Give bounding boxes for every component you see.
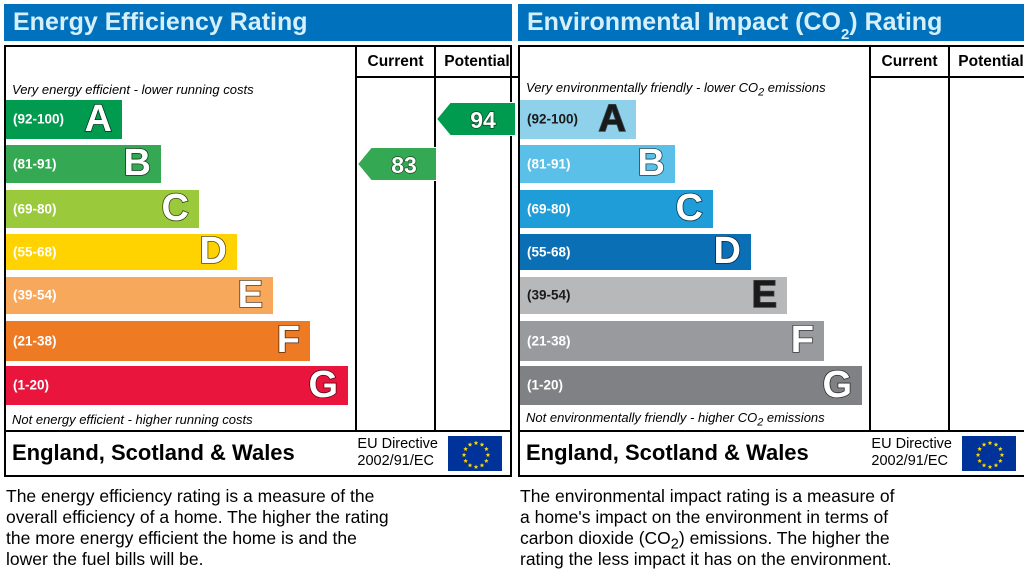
svg-text:94: 94 (470, 107, 496, 133)
svg-text:83: 83 (391, 152, 417, 178)
